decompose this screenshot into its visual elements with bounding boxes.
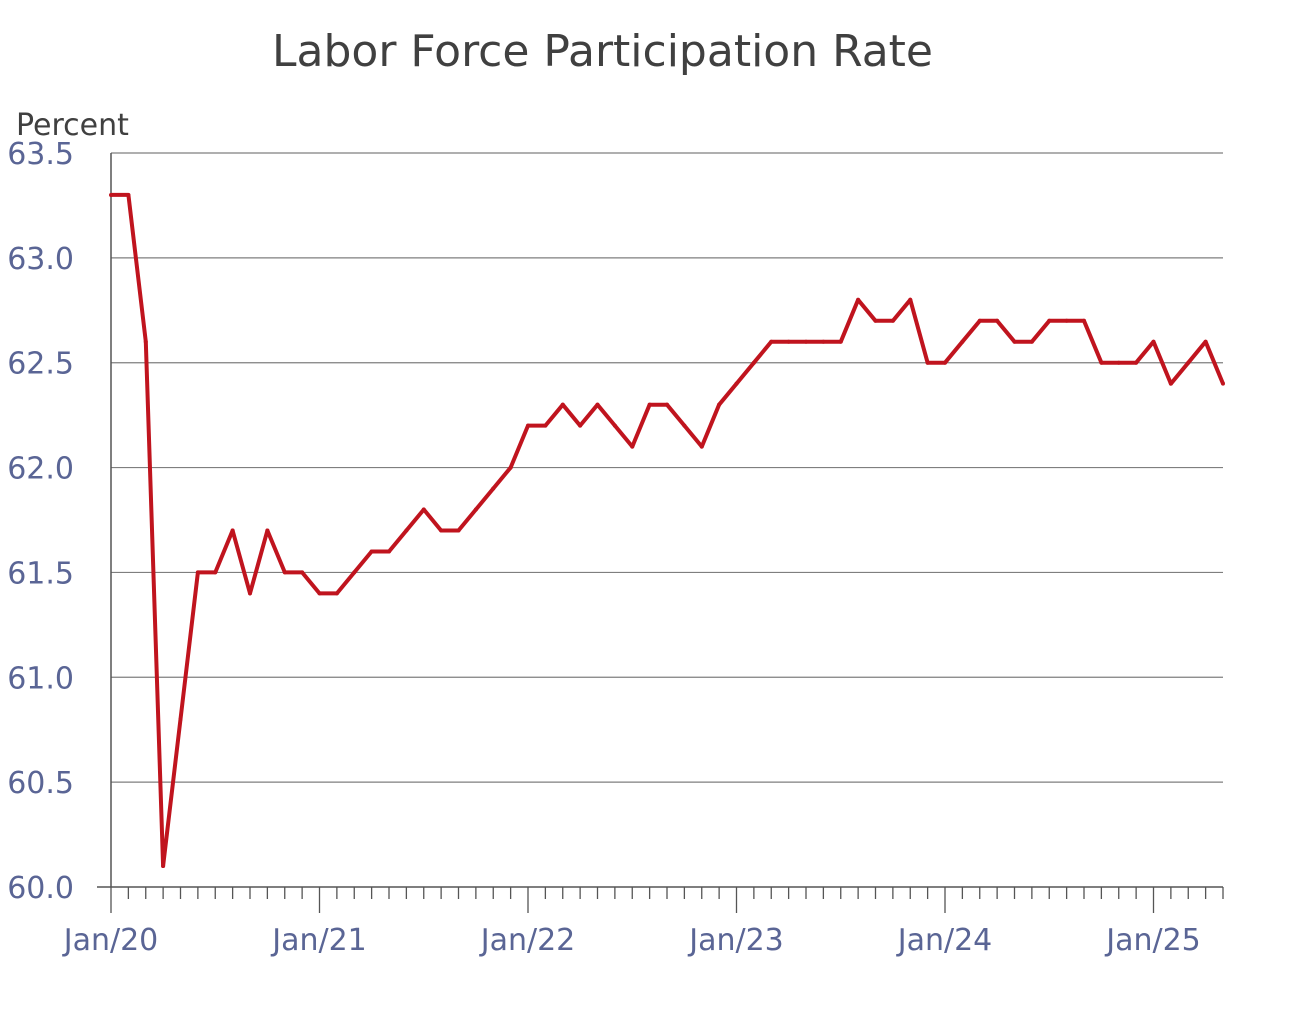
data-point (856, 297, 861, 302)
data-point (1047, 318, 1052, 323)
data-point (908, 297, 913, 302)
y-tick-label: 61.0 (7, 661, 74, 696)
data-point (508, 465, 513, 470)
data-point (1186, 360, 1191, 365)
data-point (890, 318, 895, 323)
y-tick-label: 61.5 (7, 556, 74, 591)
data-point (995, 318, 1000, 323)
x-tick-label: Jan/20 (62, 923, 159, 958)
data-point (734, 381, 739, 386)
data-point (248, 591, 252, 596)
data-point (786, 339, 791, 344)
x-tick-label: Jan/25 (1104, 923, 1201, 958)
series-line (111, 192, 1225, 868)
data-point (473, 507, 478, 512)
data-point (804, 339, 808, 344)
gridlines (111, 152, 1223, 783)
y-axis-label: Percent (16, 108, 129, 143)
data-point (1221, 381, 1225, 386)
data-point (265, 528, 270, 533)
x-tick-label: Jan/23 (687, 923, 784, 958)
data-point (143, 339, 148, 344)
data-point (491, 486, 496, 491)
data-point (300, 570, 305, 575)
x-tick-label: Jan/24 (896, 923, 993, 958)
data-point (439, 528, 444, 533)
data-point (1082, 318, 1086, 323)
data-point (1099, 360, 1104, 365)
data-point (369, 549, 374, 554)
data-point (838, 339, 843, 344)
data-point (1029, 339, 1034, 344)
data-point (1012, 339, 1017, 344)
data-point (682, 423, 687, 428)
data-point (612, 423, 617, 428)
data-point (925, 360, 930, 365)
data-point (960, 339, 965, 344)
y-tick-label: 62.5 (7, 347, 74, 382)
data-point (769, 339, 774, 344)
data-point (630, 444, 635, 449)
data-point (213, 570, 218, 575)
data-point (543, 423, 548, 428)
data-point (943, 360, 947, 365)
data-point (161, 864, 166, 869)
y-tick-label: 62.0 (7, 452, 74, 487)
data-point (873, 318, 878, 323)
data-point (1168, 381, 1173, 386)
chart-title: Labor Force Participation Rate (272, 26, 933, 77)
data-point (282, 570, 287, 575)
x-tick-label: Jan/22 (479, 923, 576, 958)
data-point (195, 570, 200, 575)
data-point (595, 402, 600, 407)
series-group (109, 192, 1225, 869)
data-point (560, 402, 565, 407)
data-point (421, 507, 426, 512)
y-tick-label: 63.0 (7, 242, 74, 277)
y-tick-label: 60.5 (7, 766, 74, 801)
y-tick-label: 60.0 (7, 871, 74, 906)
data-point (387, 549, 391, 554)
data-point (647, 402, 652, 407)
data-point (1116, 360, 1121, 365)
data-point (1064, 318, 1069, 323)
data-point (109, 192, 113, 197)
data-point (751, 360, 756, 365)
data-point (578, 423, 583, 428)
data-point (456, 528, 461, 533)
y-tick-label: 63.5 (7, 137, 74, 172)
data-point (334, 591, 339, 596)
y-axis-ticks: 60.0 60.5 61.0 61.5 62.0 62.5 63.0 63.5 (7, 137, 74, 906)
data-point (699, 444, 704, 449)
x-axis: Jan/20 Jan/21 Jan/22 Jan/23 Jan/24 Jan/25 (62, 153, 1224, 958)
data-point (126, 192, 131, 197)
data-point (1151, 339, 1156, 344)
data-point (404, 528, 409, 533)
data-point (1203, 339, 1208, 344)
data-point (526, 423, 530, 428)
data-point (352, 570, 357, 575)
data-point (665, 402, 669, 407)
data-point (230, 528, 235, 533)
data-point (821, 339, 826, 344)
x-tick-label: Jan/21 (270, 923, 367, 958)
data-point (717, 402, 722, 407)
data-point (1134, 360, 1139, 365)
data-point (977, 318, 982, 323)
data-point (317, 591, 322, 596)
data-point (178, 717, 183, 722)
